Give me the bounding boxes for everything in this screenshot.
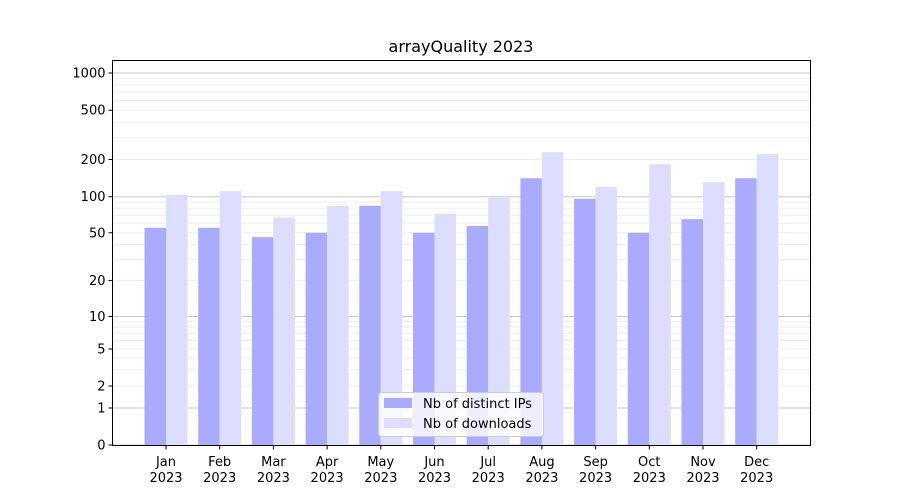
- x-tick-label: 2023: [472, 471, 505, 486]
- x-tick-label: Mar: [261, 455, 286, 470]
- bar-distinct-ips: [627, 232, 650, 445]
- x-tick-label: May: [367, 455, 394, 470]
- bar-downloads: [327, 205, 349, 445]
- legend-label: Nb of downloads: [423, 417, 532, 432]
- bar-distinct-ips: [681, 219, 703, 445]
- plot-frame: [112, 60, 811, 446]
- x-tick-label: 2023: [149, 471, 182, 486]
- legend-swatch: [384, 398, 412, 408]
- y-tick-label: 500: [81, 104, 106, 119]
- x-tick-label: Apr: [316, 455, 339, 470]
- y-tick-label: 5: [97, 343, 105, 358]
- bar-downloads: [273, 217, 295, 445]
- legend-label: Nb of distinct IPs: [423, 397, 532, 412]
- bar-distinct-ips: [520, 178, 542, 446]
- x-tick-label: 2023: [418, 471, 451, 486]
- y-tick-label: 1000: [72, 67, 105, 82]
- bar-distinct-ips: [359, 205, 381, 445]
- y-tick-label: 10: [89, 310, 106, 325]
- y-tick-label: 1: [97, 402, 105, 417]
- y-tick-label: 200: [81, 153, 106, 168]
- x-tick-label: 2023: [525, 471, 558, 486]
- legend-box: [378, 392, 544, 437]
- y-tick-label: 100: [81, 190, 106, 205]
- bar-downloads: [380, 191, 403, 445]
- bar-distinct-ips: [735, 178, 757, 446]
- bar-downloads: [541, 152, 564, 445]
- chart-title: arrayQuality 2023: [389, 37, 534, 56]
- bar-distinct-ips: [251, 237, 274, 445]
- bar-downloads: [756, 154, 779, 445]
- x-tick-label: 2023: [740, 471, 773, 486]
- bar-downloads: [488, 197, 510, 445]
- x-tick-label: Jan: [155, 455, 176, 470]
- bar-distinct-ips: [198, 227, 220, 445]
- bar-downloads: [434, 213, 456, 445]
- x-tick-label: Nov: [690, 455, 716, 470]
- bar-distinct-ips: [413, 232, 435, 445]
- bar-downloads: [219, 191, 242, 445]
- bar-downloads: [166, 195, 188, 445]
- legend: Nb of distinct IPs Nb of downloads: [378, 392, 544, 437]
- x-tick-label: 2023: [633, 471, 666, 486]
- y-tick-label: 50: [89, 226, 106, 241]
- x-tick-label: Aug: [529, 455, 554, 470]
- x-tick-label: 2023: [311, 471, 344, 486]
- x-tick-label: Oct: [638, 455, 660, 470]
- bar-distinct-ips: [305, 232, 328, 445]
- y-tick-label: 0: [97, 439, 105, 454]
- y-tick-label: 20: [89, 274, 106, 289]
- x-tick-label: Jun: [423, 455, 444, 470]
- x-tick-label: 2023: [686, 471, 719, 486]
- x-tick-label: Dec: [744, 455, 769, 470]
- x-tick-label: 2023: [257, 471, 290, 486]
- x-tick-label: 2023: [579, 471, 612, 486]
- y-tick-label: 2: [97, 380, 105, 395]
- x-tick-label: Sep: [583, 455, 608, 470]
- x-tick-label: Feb: [208, 455, 231, 470]
- bar-downloads: [703, 182, 725, 445]
- x-tick-label: 2023: [364, 471, 397, 486]
- x-tick-label: 2023: [203, 471, 236, 486]
- bar-distinct-ips: [466, 225, 489, 445]
- bar-distinct-ips: [574, 198, 596, 445]
- legend-swatch: [384, 418, 412, 428]
- x-tick-label: Jul: [479, 455, 496, 470]
- bar-distinct-ips: [144, 227, 166, 445]
- bar-downloads: [595, 186, 618, 445]
- bar-downloads: [649, 164, 671, 445]
